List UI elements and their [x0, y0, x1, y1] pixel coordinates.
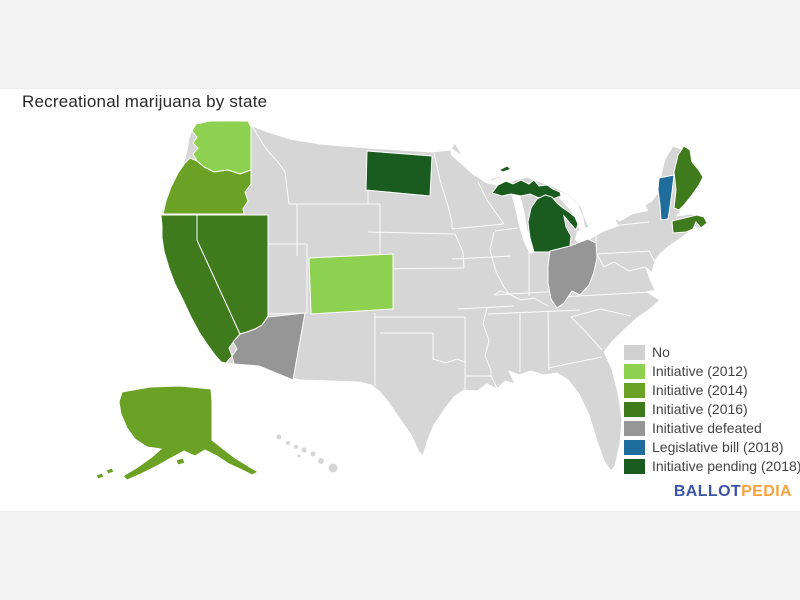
map-legend: No Initiative (2012) Initiative (2014) I… — [624, 345, 800, 478]
state-vermont[interactable] — [657, 174, 675, 221]
legend-item-legislative-bill-2018: Legislative bill (2018) — [624, 440, 800, 455]
state-north-dakota[interactable] — [365, 150, 433, 197]
legend-swatch-initiative-pending-2018 — [624, 459, 645, 474]
alaska-island-1[interactable] — [105, 467, 115, 475]
alaska-kodiak-island[interactable] — [175, 457, 186, 466]
legend-swatch-initiative-defeated — [624, 421, 645, 436]
legend-item-initiative-2016: Initiative (2016) — [624, 402, 800, 417]
hawaii-island[interactable] — [293, 444, 299, 450]
michigan-upper-peninsula[interactable] — [491, 179, 562, 200]
legend-item-no: No — [624, 345, 800, 360]
legend-swatch-no — [624, 345, 645, 360]
hawaii-island[interactable] — [275, 433, 283, 441]
legend-label: Initiative pending (2018) — [652, 458, 800, 474]
legend-item-initiative-2014: Initiative (2014) — [624, 383, 800, 398]
legend-label: Initiative (2014) — [652, 382, 748, 398]
legend-item-initiative-2012: Initiative (2012) — [624, 364, 800, 379]
legend-label: Initiative defeated — [652, 420, 762, 436]
lake-erie — [575, 219, 619, 245]
legend-swatch-initiative-2016 — [624, 402, 645, 417]
state-hawaii[interactable] — [275, 433, 339, 474]
alaska-island-2[interactable] — [95, 472, 105, 480]
lake-michigan — [511, 184, 536, 254]
hawaii-island[interactable] — [296, 453, 302, 459]
logo-text-pedia: PEDIA — [741, 483, 792, 500]
state-michigan[interactable] — [491, 165, 579, 253]
legend-item-initiative-pending-2018: Initiative pending (2018) — [624, 459, 800, 474]
map-title: Recreational marijuana by state — [22, 92, 268, 111]
hawaii-island[interactable] — [327, 462, 339, 474]
state-oregon[interactable] — [162, 157, 252, 215]
legend-label: Legislative bill (2018) — [652, 439, 784, 455]
hawaii-island[interactable] — [300, 446, 308, 454]
lake-huron — [556, 191, 585, 231]
state-alaska-group[interactable] — [95, 385, 260, 481]
michigan-isle-royale[interactable] — [497, 165, 513, 173]
legend-label: Initiative (2016) — [652, 401, 748, 417]
state-arizona[interactable] — [231, 312, 306, 381]
state-ohio[interactable] — [547, 238, 598, 309]
state-alaska[interactable] — [118, 385, 260, 481]
legend-item-initiative-defeated: Initiative defeated — [624, 421, 800, 436]
state-colorado[interactable] — [308, 253, 394, 315]
logo-text-ballot: BALLOT — [673, 483, 742, 500]
legend-swatch-initiative-2014 — [624, 383, 645, 398]
michigan-lower-peninsula[interactable] — [527, 194, 579, 253]
legend-swatch-initiative-2012 — [624, 364, 645, 379]
state-massachusetts[interactable] — [671, 214, 708, 234]
state-maine[interactable] — [673, 145, 704, 211]
legend-label: No — [652, 344, 670, 360]
hawaii-island[interactable] — [317, 457, 325, 465]
legend-swatch-legislative-bill-2018 — [624, 440, 645, 455]
ballotpedia-logo[interactable]: BALLOTPEDIA — [674, 483, 792, 501]
hawaii-island[interactable] — [285, 440, 291, 446]
lake-ontario — [614, 205, 648, 222]
legend-label: Initiative (2012) — [652, 363, 748, 379]
hawaii-island[interactable] — [309, 450, 317, 458]
